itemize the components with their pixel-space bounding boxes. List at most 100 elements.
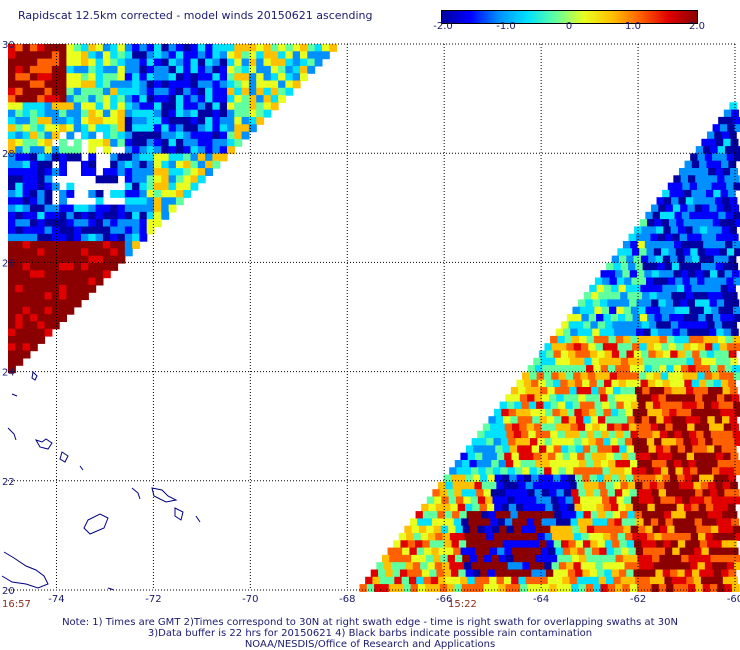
swath-cell bbox=[687, 423, 696, 432]
swath-cell bbox=[379, 576, 388, 585]
swath-cell bbox=[577, 357, 585, 366]
swath-cell bbox=[715, 452, 724, 461]
swath-cell bbox=[637, 525, 646, 534]
swath-cell bbox=[625, 379, 634, 388]
swath-cell bbox=[600, 270, 609, 279]
swath-cell bbox=[678, 387, 687, 395]
swath-cell bbox=[718, 525, 727, 534]
swath-cell bbox=[718, 211, 727, 220]
swath-cell bbox=[234, 44, 243, 52]
swath-cell bbox=[731, 518, 740, 527]
swath-cell bbox=[692, 445, 701, 454]
swath-cell bbox=[628, 452, 637, 461]
swath-cell bbox=[73, 95, 82, 103]
swath-cell bbox=[146, 168, 155, 176]
swath-cell bbox=[466, 540, 475, 549]
swath-cell bbox=[525, 511, 533, 519]
swath-cell bbox=[695, 241, 704, 249]
swath-cell bbox=[37, 160, 46, 169]
swath-cell bbox=[718, 306, 727, 315]
swath-cell bbox=[488, 540, 496, 549]
axis-tick-label: 24 bbox=[2, 368, 15, 379]
swath-cell bbox=[537, 503, 546, 512]
swath-cell bbox=[611, 379, 620, 388]
swath-cell bbox=[44, 248, 53, 257]
swath-cell bbox=[292, 58, 301, 67]
swath-cell bbox=[570, 547, 578, 556]
lat-lon-grid bbox=[8, 43, 736, 591]
swath-cell bbox=[398, 533, 407, 541]
swath-cell bbox=[571, 554, 580, 563]
swath-cell bbox=[722, 416, 730, 425]
swath-cell bbox=[568, 350, 576, 359]
swath-cell bbox=[66, 270, 75, 279]
swath-cell bbox=[610, 503, 619, 512]
swath-cell bbox=[175, 182, 184, 191]
swath-cell bbox=[29, 153, 38, 162]
swath-cell bbox=[546, 445, 555, 454]
swath-cell bbox=[452, 576, 461, 585]
swath-cell bbox=[672, 204, 681, 213]
swath-cell bbox=[623, 496, 632, 505]
swath-cell bbox=[256, 44, 265, 52]
swath-cell bbox=[633, 284, 641, 293]
swath-cell bbox=[728, 255, 737, 264]
swath-cell bbox=[197, 87, 206, 96]
swath-cell bbox=[15, 117, 24, 125]
swath-cell bbox=[117, 138, 126, 147]
swath-cell bbox=[8, 343, 16, 352]
swath-cell bbox=[580, 562, 589, 571]
swath-cell bbox=[604, 540, 613, 549]
swath-cell bbox=[505, 394, 514, 403]
swath-cell bbox=[732, 116, 740, 125]
swath-cell bbox=[583, 387, 592, 395]
swath-cell bbox=[715, 576, 724, 585]
swath-cell bbox=[639, 314, 648, 322]
swath-cell bbox=[471, 467, 479, 476]
swath-cell bbox=[44, 109, 53, 118]
swath-cell bbox=[482, 423, 491, 432]
swath-cell bbox=[88, 277, 97, 286]
swath-cell bbox=[8, 73, 16, 82]
swath-cell bbox=[553, 569, 562, 578]
swath-cell bbox=[692, 540, 701, 549]
swath-cell bbox=[569, 387, 578, 395]
swath-cell bbox=[497, 547, 505, 556]
swath-cell bbox=[608, 554, 617, 563]
swath-cell bbox=[51, 314, 60, 322]
swath-cell bbox=[650, 547, 659, 556]
swath-cell bbox=[88, 233, 97, 242]
swath-cell bbox=[183, 65, 192, 74]
swath-cell bbox=[59, 248, 67, 257]
swath-cell bbox=[733, 182, 740, 191]
swath-cell bbox=[688, 430, 697, 439]
swath-cell bbox=[15, 160, 24, 169]
swath-cell bbox=[582, 569, 591, 578]
swath-cell bbox=[452, 511, 460, 519]
swath-cell bbox=[443, 503, 451, 512]
swath-cell bbox=[575, 445, 584, 454]
swath-cell bbox=[621, 423, 630, 432]
swath-cell bbox=[715, 138, 724, 147]
swath-cell bbox=[589, 503, 597, 512]
swath-cell bbox=[81, 109, 89, 118]
swath-cell bbox=[465, 474, 474, 483]
swath-cell bbox=[66, 109, 75, 118]
swath-cell bbox=[37, 87, 46, 96]
swath-cell bbox=[673, 270, 682, 279]
swath-cell bbox=[15, 109, 24, 118]
swath-cell bbox=[460, 547, 469, 556]
swath-cell bbox=[628, 547, 637, 556]
swath-cell bbox=[124, 124, 133, 133]
swath-cell bbox=[124, 73, 133, 82]
swath-cell bbox=[734, 408, 740, 417]
swath-cell bbox=[580, 496, 588, 505]
swath-cell bbox=[698, 219, 707, 227]
swath-cell bbox=[700, 387, 709, 395]
swath-cell bbox=[497, 518, 506, 527]
swath-cell bbox=[81, 80, 89, 89]
swath-cell bbox=[161, 211, 170, 220]
swath-cell bbox=[609, 372, 618, 381]
swath-cell bbox=[205, 131, 213, 140]
swath-cell bbox=[491, 525, 500, 534]
